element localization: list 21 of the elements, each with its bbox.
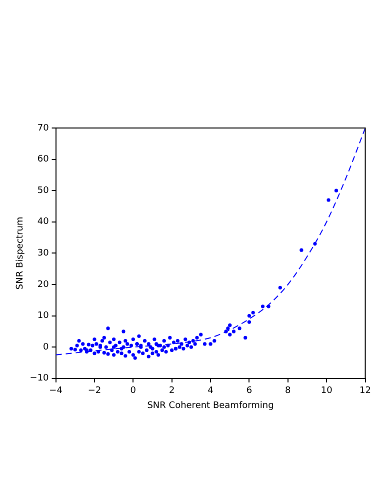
y-tick-label: 70 bbox=[37, 123, 50, 134]
x-tick-label: 8 bbox=[285, 386, 292, 396]
x-tick-label: 0 bbox=[130, 386, 136, 396]
x-tick-label: −2 bbox=[88, 386, 102, 396]
line-series bbox=[56, 128, 366, 356]
x-tick-label: −4 bbox=[49, 386, 63, 396]
y-tick-label: 20 bbox=[37, 280, 50, 290]
x-tick-label: 12 bbox=[360, 386, 371, 396]
x-tick-label: 10 bbox=[320, 386, 333, 396]
y-axis-title: SNR Bispectrum bbox=[16, 216, 26, 290]
y-tick-label: 10 bbox=[37, 311, 50, 322]
y-tick-label: 60 bbox=[37, 154, 50, 165]
y-tick-label: 0 bbox=[43, 342, 50, 352]
x-tick-label: 4 bbox=[208, 386, 214, 396]
y-tick-label: 40 bbox=[37, 217, 50, 228]
x-tick-label: 6 bbox=[246, 386, 252, 396]
y-tick-label: 30 bbox=[37, 248, 50, 259]
x-axis-title: SNR Coherent Beamforming bbox=[147, 400, 274, 411]
y-tick-label: −10 bbox=[30, 374, 50, 384]
x-tick-label: 2 bbox=[168, 386, 175, 396]
y-tick-label: 50 bbox=[37, 186, 50, 196]
